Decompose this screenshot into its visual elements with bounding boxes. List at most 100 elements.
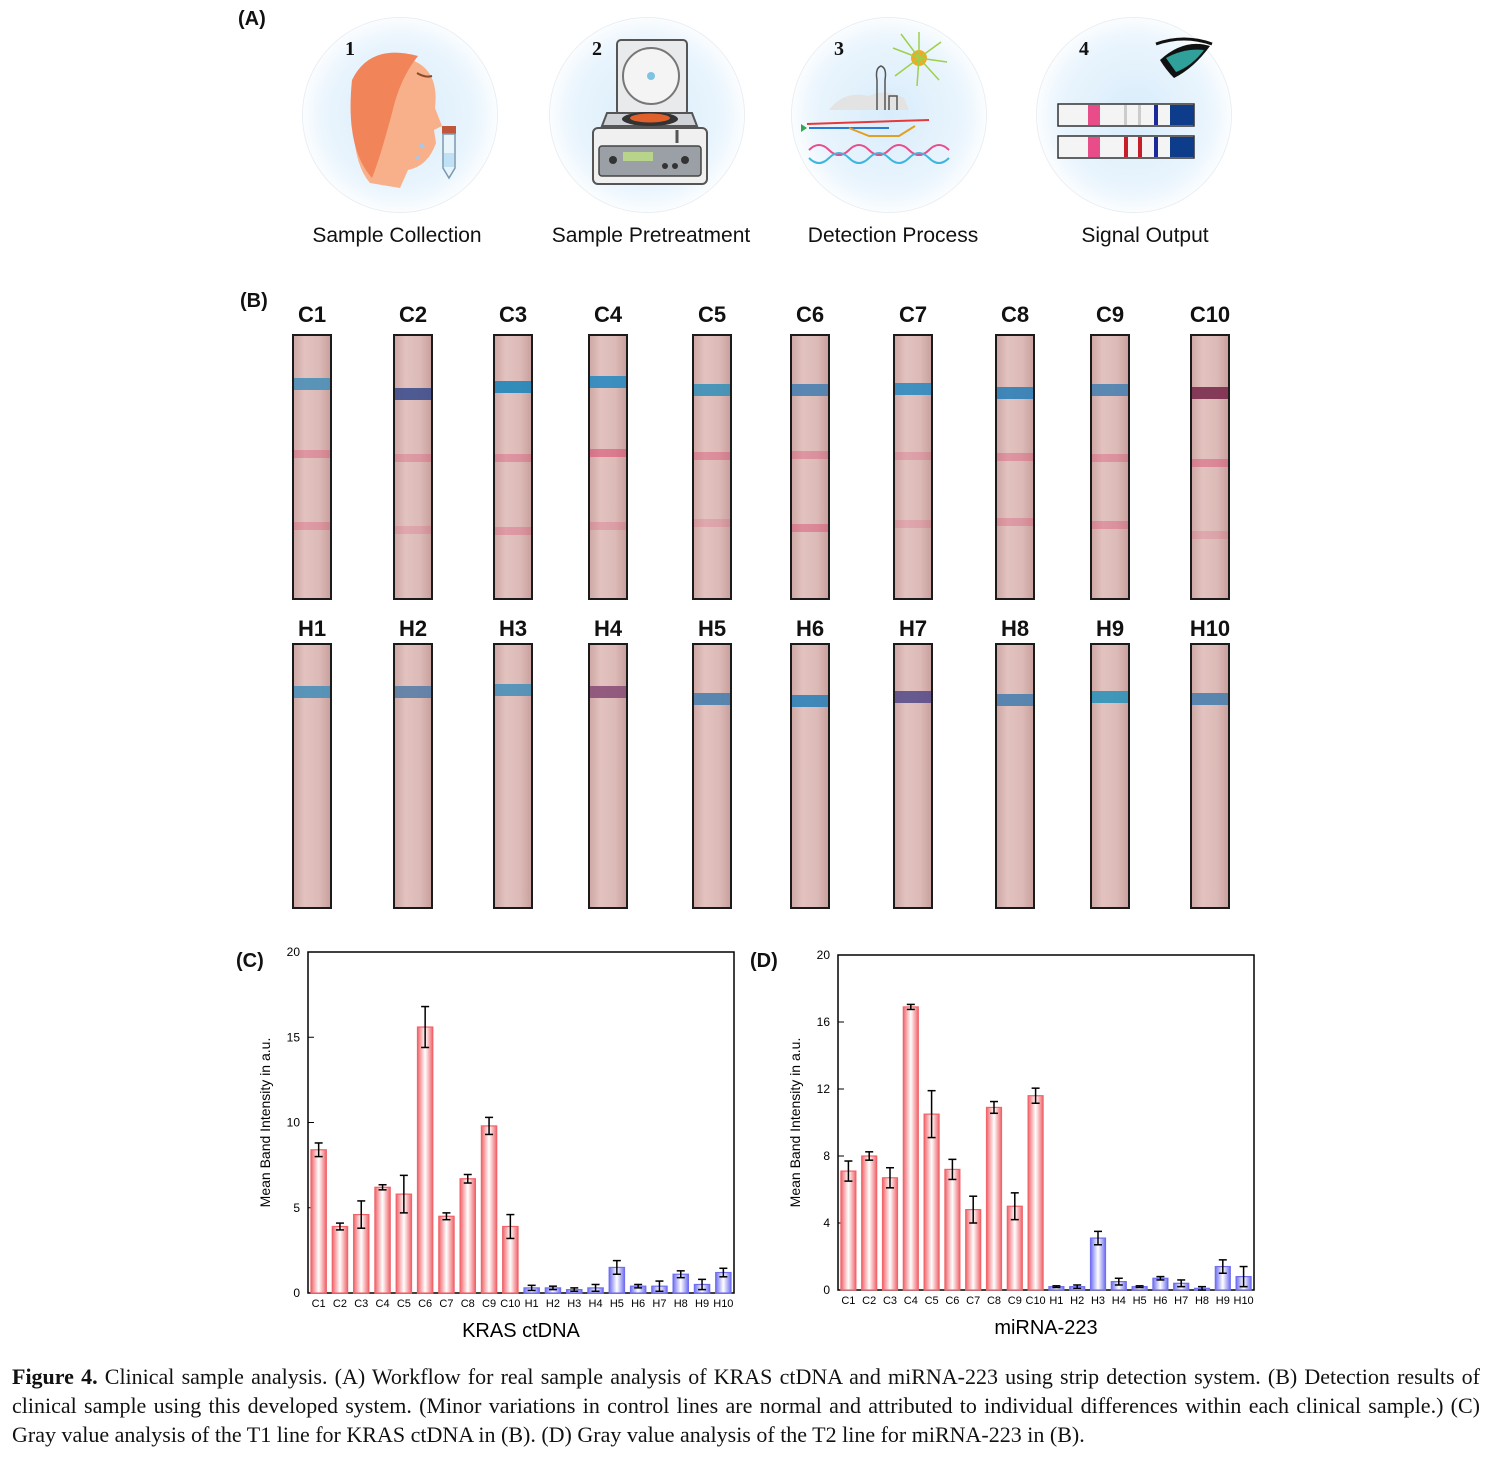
control-line bbox=[895, 691, 931, 703]
test-line-t1 bbox=[590, 449, 626, 457]
strip-label-h8: H8 bbox=[1000, 616, 1030, 641]
step-label-sample-collection: Sample Collection bbox=[312, 224, 482, 247]
eye-and-strips-icon bbox=[1057, 37, 1213, 159]
test-strip-h3 bbox=[493, 643, 533, 909]
step-number: 4 bbox=[1079, 38, 1089, 60]
figure-label: Figure 4. bbox=[12, 1364, 98, 1389]
y-tick-label: 12 bbox=[817, 1082, 831, 1096]
control-line bbox=[1192, 387, 1228, 399]
test-line-t1 bbox=[895, 452, 931, 460]
control-line bbox=[495, 684, 531, 696]
control-line bbox=[395, 686, 431, 698]
y-tick-label: 8 bbox=[823, 1149, 830, 1163]
test-line-t1 bbox=[694, 452, 730, 460]
step-label-detection-process: Detection Process bbox=[807, 224, 979, 247]
bar-h3 bbox=[1089, 1237, 1107, 1291]
panel-a-label: (A) bbox=[238, 8, 266, 30]
bar-c10 bbox=[1027, 1095, 1044, 1291]
test-line-t2 bbox=[1092, 521, 1128, 529]
y-tick-label: 4 bbox=[823, 1216, 830, 1230]
x-tick-label-c9: C9 bbox=[1008, 1295, 1022, 1307]
test-strip-h10 bbox=[1190, 643, 1230, 909]
test-line-t1 bbox=[1192, 459, 1228, 467]
strip-label-h2: H2 bbox=[398, 616, 428, 641]
bar-c7 bbox=[438, 1215, 455, 1294]
control-line bbox=[1092, 691, 1128, 703]
test-line-t1 bbox=[495, 454, 531, 462]
strip-label-h7: H7 bbox=[898, 616, 928, 641]
x-tick-label-c7: C7 bbox=[966, 1295, 980, 1307]
strip-label-h4: H4 bbox=[593, 616, 623, 641]
control-line bbox=[294, 378, 330, 390]
x-tick-label-c4: C4 bbox=[376, 1298, 390, 1310]
test-line-t1 bbox=[1092, 454, 1128, 462]
figure-caption: Figure 4. Clinical sample analysis. (A) … bbox=[12, 1362, 1480, 1449]
panel-b-label: (B) bbox=[240, 290, 268, 312]
plot-frame bbox=[307, 951, 735, 1294]
x-tick-label-c3: C3 bbox=[883, 1295, 897, 1307]
test-line-t1 bbox=[997, 453, 1033, 461]
x-tick-label-h9: H9 bbox=[695, 1298, 709, 1310]
bar-c8 bbox=[985, 1106, 1003, 1291]
x-tick-label-h4: H4 bbox=[1112, 1295, 1126, 1307]
x-tick-label-h8: H8 bbox=[674, 1298, 688, 1310]
strip-label-c1: C1 bbox=[297, 302, 327, 327]
workflow-step-signal-output: 4 bbox=[1034, 18, 1234, 218]
control-line bbox=[495, 381, 531, 393]
y-tick-label: 0 bbox=[293, 1286, 300, 1300]
test-strip-c2 bbox=[393, 334, 433, 600]
y-tick-label: 16 bbox=[817, 1015, 831, 1029]
x-tick-label-h2: H2 bbox=[546, 1298, 560, 1310]
x-tick-label-c8: C8 bbox=[461, 1298, 475, 1310]
test-strip-c10 bbox=[1190, 334, 1230, 600]
panel-d-label: (D) bbox=[750, 950, 778, 972]
x-tick-label-c6: C6 bbox=[418, 1298, 432, 1310]
strip-label-h9: H9 bbox=[1095, 616, 1125, 641]
x-tick-label-c4: C4 bbox=[904, 1295, 918, 1307]
strip-label-h10: H10 bbox=[1189, 616, 1231, 641]
x-tick-label-h9: H9 bbox=[1216, 1295, 1230, 1307]
strip-label-c7: C7 bbox=[898, 302, 928, 327]
test-line-t2 bbox=[694, 519, 730, 527]
control-line bbox=[792, 695, 828, 707]
control-line bbox=[395, 388, 431, 400]
x-tick-label-c2: C2 bbox=[862, 1295, 876, 1307]
test-strip-c3 bbox=[493, 334, 533, 600]
x-tick-label-c10: C10 bbox=[1026, 1295, 1046, 1307]
x-tick-label-c1: C1 bbox=[312, 1298, 326, 1310]
x-tick-label-h8: H8 bbox=[1195, 1295, 1209, 1307]
workflow-step-sample-collection: 1 bbox=[300, 18, 500, 218]
bar-c5 bbox=[923, 1113, 940, 1291]
x-tick-label-c7: C7 bbox=[439, 1298, 453, 1310]
test-strip-c4 bbox=[588, 334, 628, 600]
test-line-t2 bbox=[792, 524, 828, 532]
test-line-t1 bbox=[395, 454, 431, 462]
test-line-t1 bbox=[294, 450, 330, 458]
y-tick-label: 20 bbox=[287, 945, 301, 959]
bar-c2 bbox=[861, 1155, 878, 1291]
step-number: 3 bbox=[834, 38, 844, 60]
x-tick-label-c8: C8 bbox=[987, 1295, 1001, 1307]
strip-label-c3: C3 bbox=[498, 302, 528, 327]
bar-c4 bbox=[374, 1186, 391, 1294]
test-strip-h5 bbox=[692, 643, 732, 909]
y-axis-label: Mean Band Intensity in a.u. bbox=[787, 1038, 803, 1208]
x-tick-label-h10: H10 bbox=[713, 1298, 733, 1310]
y-tick-label: 10 bbox=[287, 1116, 301, 1130]
test-line-t2 bbox=[1192, 531, 1228, 539]
kras-ctdna-bar-chart: 0 5 10 15 20 C1 C2 C3 C4 C5 C6 C7 C8 C9 C10 H1 H2 H3 H4 H5 H… bbox=[257, 945, 735, 1340]
x-tick-label-h1: H1 bbox=[1049, 1295, 1063, 1307]
x-tick-label-c9: C9 bbox=[482, 1298, 496, 1310]
control-line bbox=[694, 693, 730, 705]
x-tick-label-c2: C2 bbox=[333, 1298, 347, 1310]
y-tick-label: 0 bbox=[823, 1283, 830, 1297]
strip-label-c10: C10 bbox=[1189, 302, 1231, 327]
strip-label-h3: H3 bbox=[498, 616, 528, 641]
panel-c-label: (C) bbox=[236, 950, 264, 972]
bar-c3 bbox=[881, 1177, 899, 1291]
y-tick-label: 15 bbox=[287, 1030, 301, 1044]
x-tick-label-h10: H10 bbox=[1234, 1295, 1254, 1307]
test-strip-h8 bbox=[995, 643, 1035, 909]
strip-label-c2: C2 bbox=[398, 302, 428, 327]
control-line bbox=[997, 694, 1033, 706]
